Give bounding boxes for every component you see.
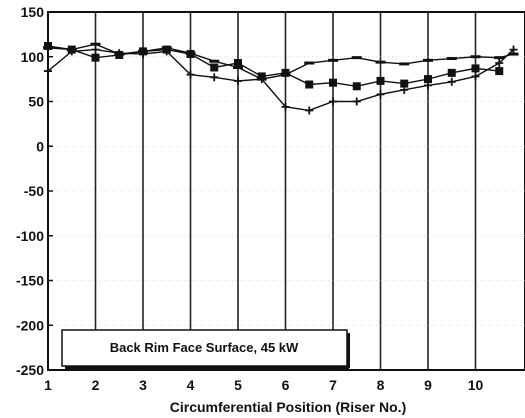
data-point-square: [234, 59, 242, 68]
data-point-plus: [329, 97, 337, 106]
data-point-plus: [352, 97, 361, 106]
data-point-dash: [304, 61, 315, 65]
data-point-dash: [508, 52, 519, 56]
data-point-plus: [91, 45, 100, 54]
data-point-plus: [447, 77, 456, 86]
data-point-square: [281, 68, 290, 77]
data-point-dash: [138, 49, 148, 53]
x-tick-label: 7: [329, 377, 337, 393]
y-tick-label: 100: [21, 49, 45, 65]
grid-lines: [48, 12, 525, 370]
data-point-dash: [351, 56, 362, 60]
x-axis-tick-labels: 1 2 3 4 5 6 7 8 9 10: [44, 377, 483, 393]
data-point-dash: [256, 77, 267, 81]
data-point-square: [91, 53, 100, 62]
y-tick-label: -150: [16, 273, 44, 289]
data-point-square: [424, 75, 432, 84]
x-tick-label: 8: [377, 377, 385, 393]
x-tick-label: 10: [468, 377, 484, 393]
data-point-dash: [185, 51, 196, 55]
data-point-plus: [281, 102, 290, 111]
data-point-square: [44, 42, 52, 51]
data-point-dash: [233, 65, 243, 69]
data-point-dash: [423, 58, 433, 62]
x-axis-title: Circumferential Position (Riser No.): [170, 399, 406, 415]
data-point-dash: [280, 73, 291, 77]
plot-area-frame: [47, 11, 525, 371]
series-square: [44, 42, 504, 91]
x-tick-label: 6: [282, 377, 290, 393]
legend-box: Back Rim Face Surface, 45 kW: [61, 329, 350, 369]
data-point-dash: [114, 52, 125, 56]
data-point-dash: [90, 42, 101, 46]
data-point-plus: [376, 90, 385, 99]
data-point-dash: [399, 62, 410, 66]
data-point-dash: [161, 46, 172, 50]
data-point-plus: [471, 72, 480, 81]
data-point-plus: [186, 70, 195, 79]
data-point-dash: [375, 60, 386, 64]
data-point-plus: [509, 45, 518, 54]
data-series: [43, 42, 519, 115]
y-tick-label: -100: [16, 228, 44, 244]
data-point-dash: [43, 46, 53, 50]
data-point-plus: [305, 106, 314, 115]
x-tick-label: 5: [234, 377, 242, 393]
legend-box-label: Back Rim Face Surface, 45 kW: [110, 340, 299, 355]
data-point-square: [495, 67, 504, 76]
x-tick-label: 3: [139, 377, 147, 393]
data-point-plus: [210, 73, 219, 82]
data-point-square: [376, 76, 385, 85]
data-point-dash: [209, 59, 220, 63]
y-tick-label: -50: [24, 183, 44, 199]
data-point-dash: [328, 58, 338, 62]
data-point-square: [352, 82, 361, 91]
data-point-plus: [400, 85, 409, 94]
data-point-plus: [424, 81, 432, 90]
y-tick-label: 150: [21, 4, 45, 20]
series-dash: [43, 42, 519, 81]
y-tick-label: -200: [16, 317, 44, 333]
x-tick-label: 4: [187, 377, 195, 393]
data-point-plus: [44, 67, 52, 76]
y-tick-label: -250: [16, 362, 44, 378]
data-point-square: [329, 78, 337, 87]
data-point-square: [400, 79, 409, 88]
x-tick-label: 1: [44, 377, 52, 393]
y-tick-label: 0: [36, 138, 44, 154]
x-tick-label: 2: [92, 377, 100, 393]
data-point-square: [471, 64, 480, 73]
data-point-square: [447, 68, 456, 77]
data-point-dash: [494, 56, 505, 60]
legend-box-frame: [61, 329, 348, 367]
data-point-dash: [446, 57, 457, 61]
data-point-plus: [495, 59, 504, 68]
data-point-square: [305, 80, 314, 89]
data-point-dash: [66, 48, 77, 52]
x-tick-label: 9: [424, 377, 432, 393]
data-point-plus: [234, 76, 242, 85]
y-tick-label: 50: [28, 94, 44, 110]
data-point-dash: [470, 55, 481, 59]
y-axis-tick-labels: 150 100 50 0 -50 -100 -150 -200 -250: [16, 4, 44, 378]
data-point-square: [210, 63, 219, 72]
